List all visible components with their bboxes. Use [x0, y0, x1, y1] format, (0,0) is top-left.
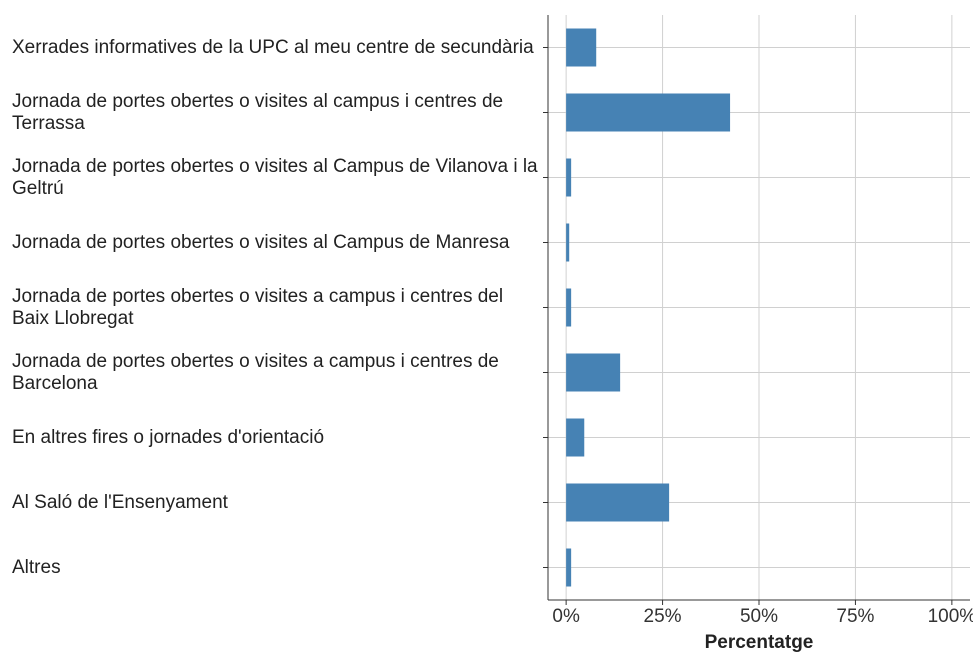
x-tick-label: 50% [740, 606, 778, 627]
bar [566, 483, 670, 522]
y-tick-label: Jornada de portes obertes o visites al c… [12, 90, 504, 134]
y-tick-label: Xerrades informatives de la UPC al meu c… [12, 36, 534, 58]
x-tick-label: 0% [552, 606, 580, 627]
bar [566, 418, 585, 457]
y-tick-label: Jornada de portes obertes o visites al C… [12, 155, 538, 199]
y-tick-label: Jornada de portes obertes o visites a ca… [12, 350, 499, 394]
y-tick-label: En altres fires o jornades d'orientació [12, 426, 325, 448]
y-tick-label: Altres [12, 556, 61, 578]
bar [566, 158, 572, 197]
bar [566, 353, 621, 392]
x-axis-label: Percentatge [705, 632, 814, 653]
bar [566, 28, 597, 67]
bar [566, 548, 572, 587]
y-tick-label: Al Saló de l'Ensenyament [12, 491, 228, 513]
x-tick-label: 75% [836, 606, 874, 627]
y-tick-label: Jornada de portes obertes o visites a ca… [12, 285, 504, 329]
x-tick-label: 100% [928, 606, 973, 627]
bar [566, 93, 731, 132]
x-tick-label: 25% [644, 606, 682, 627]
bar [566, 223, 570, 262]
y-tick-label: Jornada de portes obertes o visites al C… [12, 231, 510, 253]
bar [566, 288, 572, 327]
